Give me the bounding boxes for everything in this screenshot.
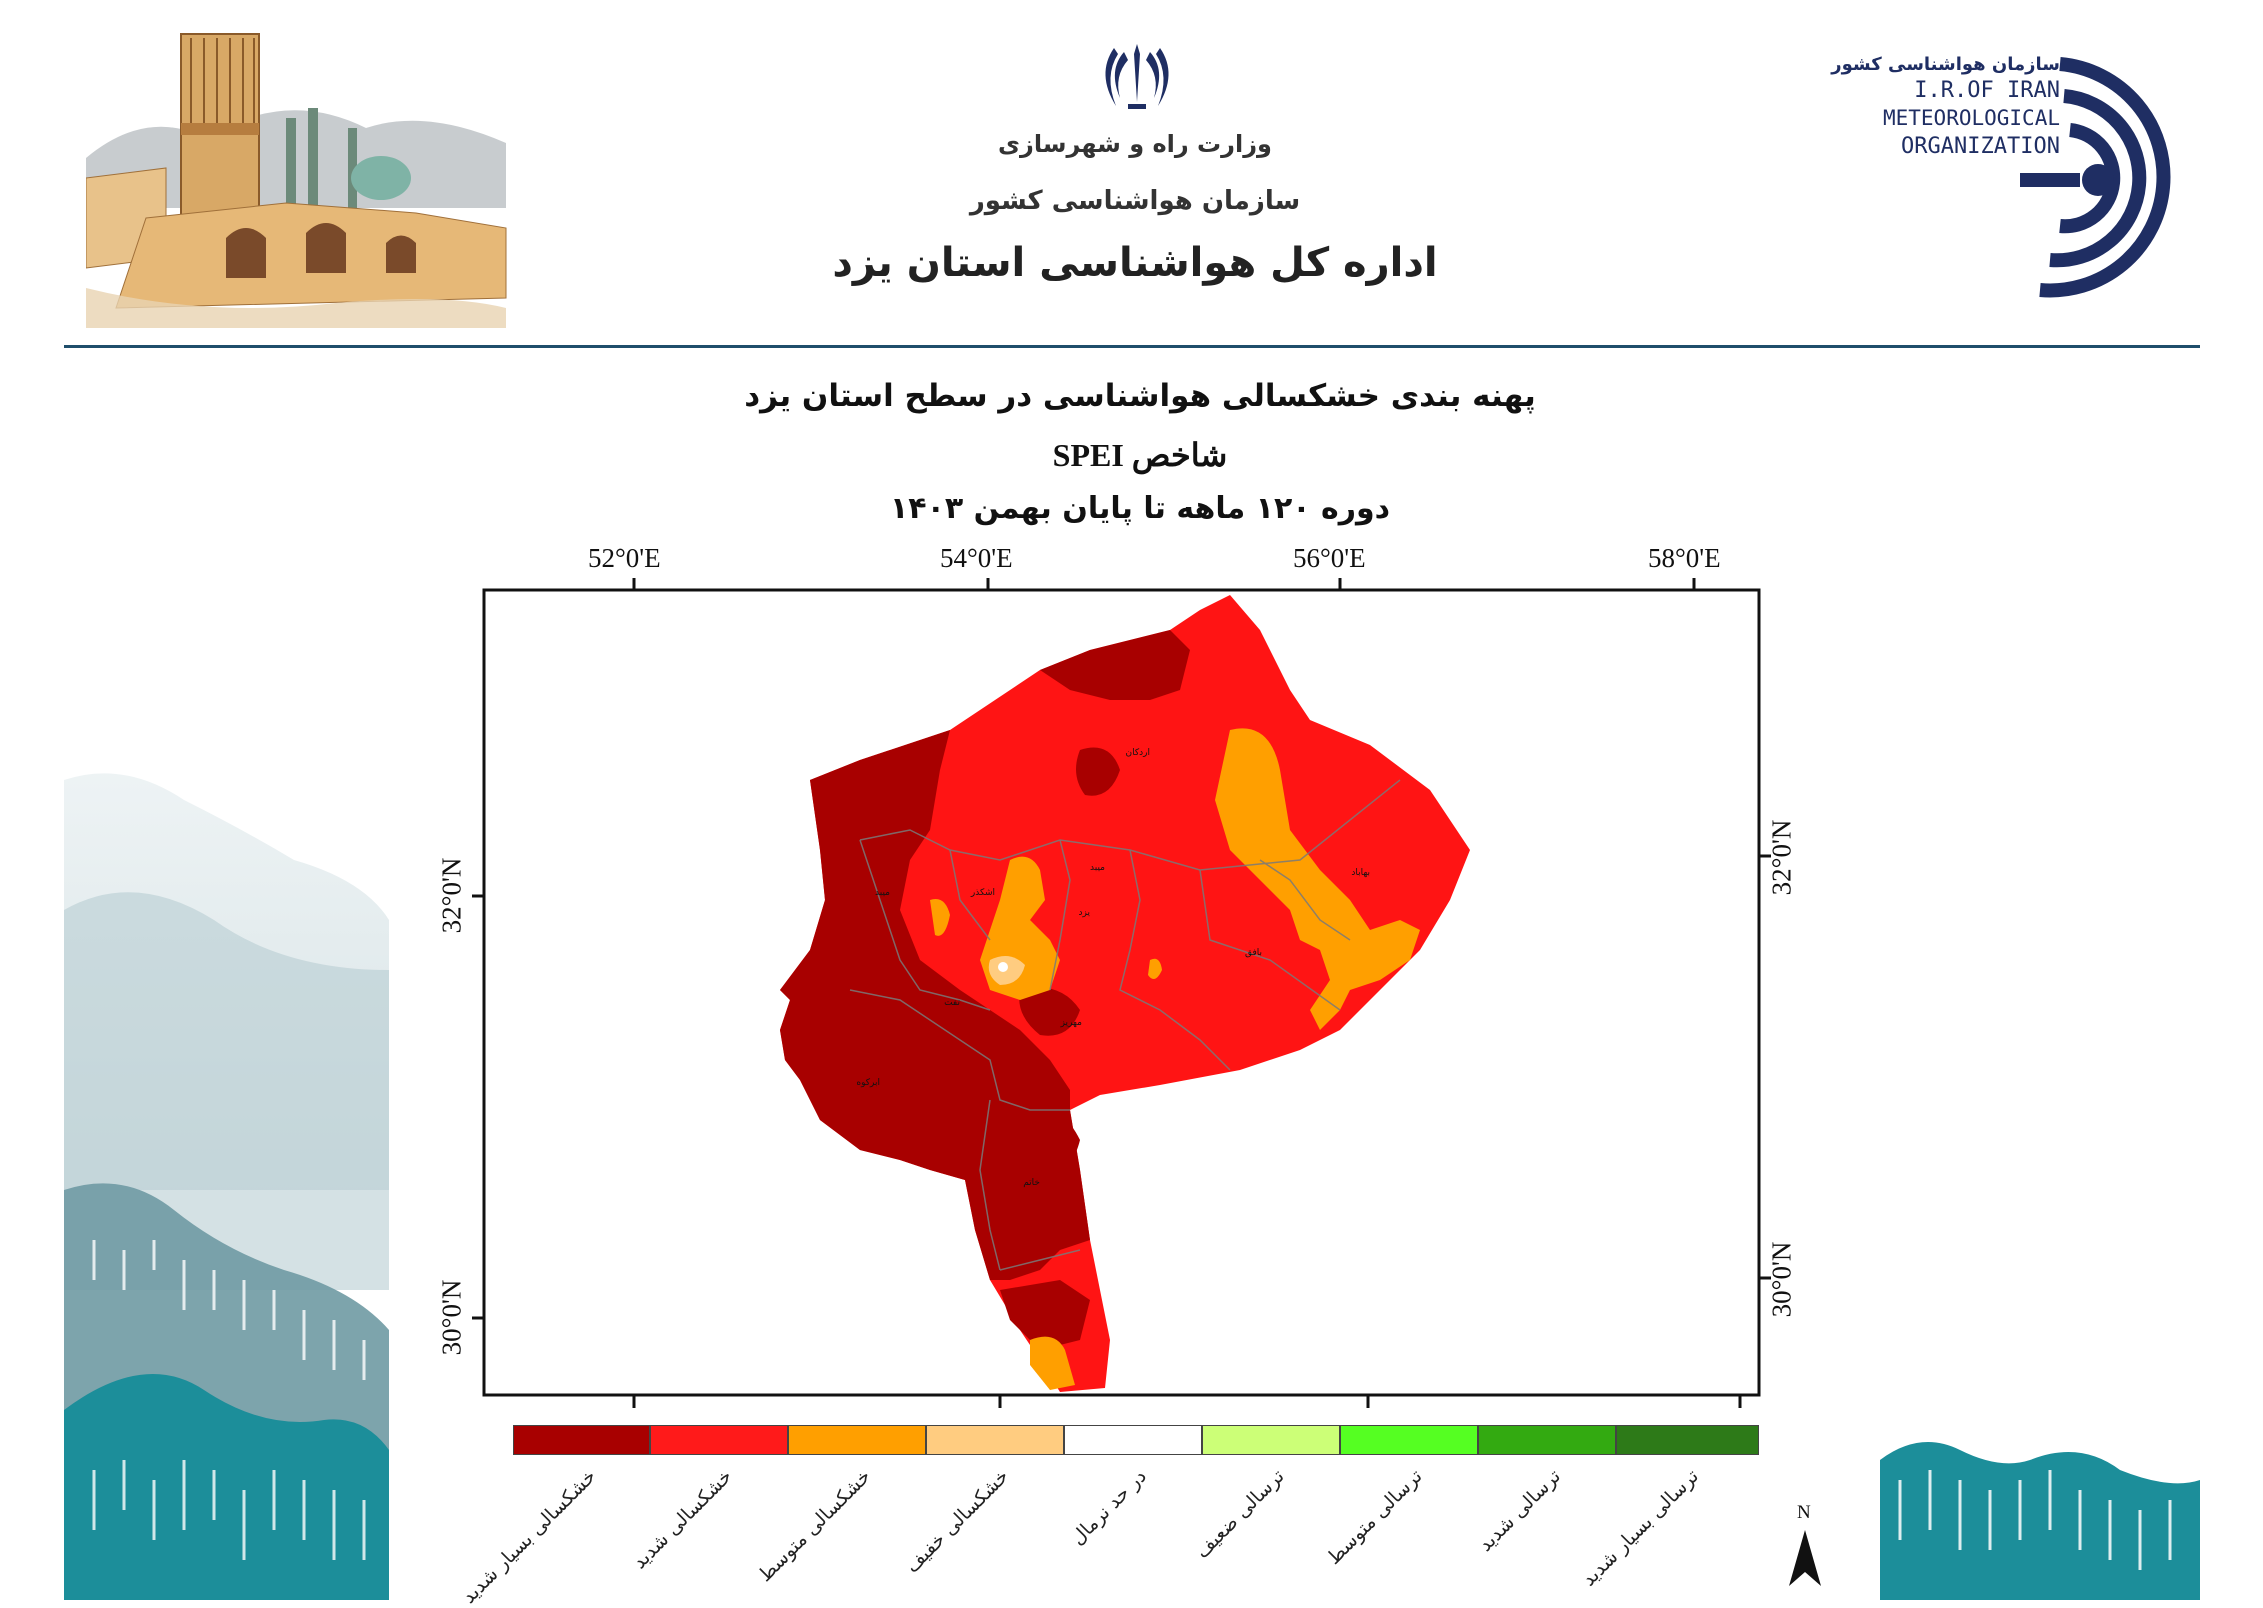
county-label-ardakan: اردکان	[1126, 748, 1151, 758]
lon-tick-54: 54°0'E	[940, 543, 1013, 573]
organization-name: سازمان هواشناسی کشور	[969, 186, 1301, 216]
legend-swatch-4	[926, 1425, 1064, 1455]
north-arrow-icon	[1789, 1530, 1821, 1586]
county-label-mehriz: مهریز	[1060, 1018, 1083, 1028]
legend-swatch-7	[1340, 1425, 1478, 1455]
county-label-abarkuh: ابرکوه	[856, 1078, 880, 1088]
decorative-rain-left	[64, 773, 389, 1600]
yazd-province-shape	[780, 595, 1470, 1392]
legend-swatch-5	[1064, 1425, 1202, 1455]
logo-english-line-1: I.R.OF IRAN	[1914, 78, 2060, 103]
logo-persian-text: سازمان هواشناسی کشور	[1831, 54, 2060, 75]
header-divider	[64, 345, 2200, 348]
legend-swatch-3	[788, 1425, 926, 1455]
county-label-meybod: میبد	[875, 888, 890, 898]
county-label-khatam: خاتم	[1023, 1178, 1040, 1188]
north-label: N	[1797, 1502, 1811, 1523]
legend-swatch-6	[1202, 1425, 1340, 1455]
office-name: اداره کل هواشناسی استان یزد	[832, 240, 1438, 286]
iran-emblem-icon	[1105, 44, 1169, 109]
map-period: دوره ۱۲۰ ماهه تا پایان بهمن ۱۴۰۳	[889, 491, 1391, 526]
county-label-ashkezar: اشکذر	[970, 888, 995, 898]
lon-tick-56: 56°0'E	[1293, 543, 1366, 573]
county-label-meybod-2: میبد	[1090, 863, 1105, 873]
map-title: پهنه بندی خشکسالی هواشناسی در سطح استان …	[744, 378, 1536, 414]
county-label-taft: تفت	[944, 998, 960, 1008]
logo-english-line-3: ORGANIZATION	[1901, 134, 2060, 159]
yazd-windcatcher-illustration	[86, 33, 507, 328]
map-index: شاخص SPEI	[1052, 437, 1228, 473]
meteorological-organization-logo: سازمان هواشناسی کشور I.R.OF IRAN METEORO…	[1820, 50, 2190, 320]
meteorological-spiral-icon	[2020, 57, 2171, 298]
lon-tick-58: 58°0'E	[1648, 543, 1721, 573]
decorative-rain-right	[1880, 1442, 2200, 1600]
legend-swatch-1	[513, 1425, 650, 1455]
legend-swatch-9	[1616, 1425, 1759, 1455]
lon-tick-52: 52°0'E	[588, 543, 661, 573]
county-label-bahabad: بهاباد	[1351, 868, 1370, 878]
county-label-yazd: یزد	[1079, 908, 1091, 918]
ministry-name: وزارت راه و شهرسازی	[998, 130, 1272, 158]
county-label-bafq: بافق	[1245, 948, 1262, 958]
legend-swatch-2	[650, 1425, 788, 1455]
moderate-drought-zone-east	[1215, 728, 1420, 1030]
logo-english-line-2: METEOROLOGICAL	[1882, 106, 2060, 130]
legend-swatch-8	[1478, 1425, 1616, 1455]
